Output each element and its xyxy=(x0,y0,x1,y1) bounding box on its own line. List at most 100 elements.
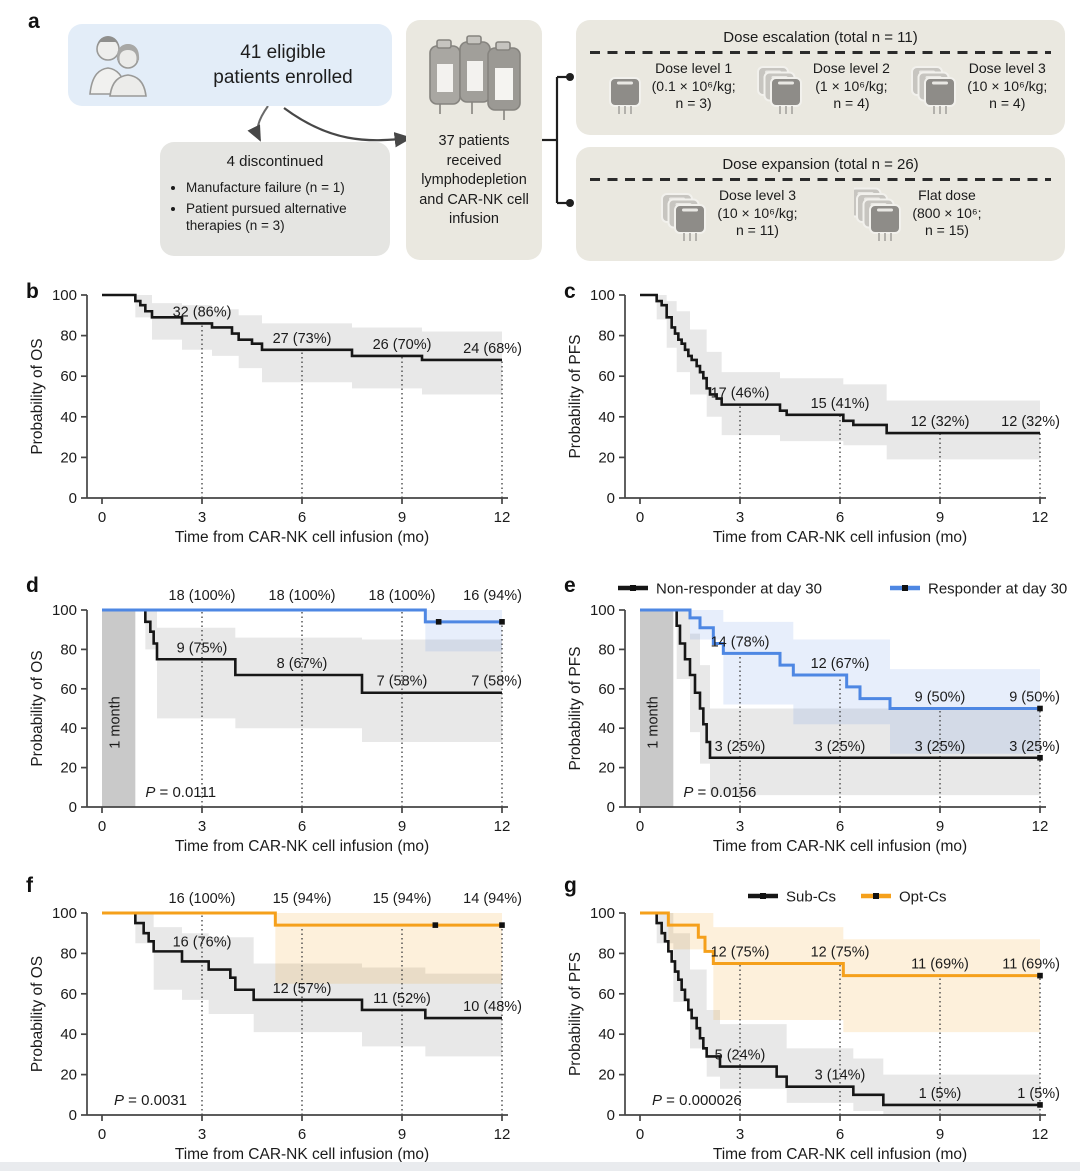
svg-text:9 (50%): 9 (50%) xyxy=(915,690,966,706)
svg-text:15 (94%): 15 (94%) xyxy=(373,891,432,907)
svg-text:18 (100%): 18 (100%) xyxy=(169,588,236,604)
svg-text:12 (32%): 12 (32%) xyxy=(911,414,970,430)
svg-text:100: 100 xyxy=(52,602,77,619)
svg-text:11 (69%): 11 (69%) xyxy=(911,957,969,973)
svg-text:80: 80 xyxy=(60,641,77,658)
svg-text:26 (70%): 26 (70%) xyxy=(373,337,432,353)
svg-text:0: 0 xyxy=(69,490,77,507)
infusion-bag-icon xyxy=(756,65,802,114)
dose-item-text: Dose level 1 (0.1 × 10⁶/kg; n = 3) xyxy=(651,60,736,112)
arrow-to-infusion xyxy=(283,107,413,148)
svg-text:60: 60 xyxy=(60,681,77,698)
svg-text:80: 80 xyxy=(60,945,77,962)
svg-text:Probability of PFS: Probability of PFS xyxy=(567,334,584,458)
panel-f: f 0 20 40 60 80 100 0 3 6 9 12 Time from CAR-NK cell… xyxy=(18,872,542,1171)
dose-escalation-title: Dose escalation (total n = 11) xyxy=(723,29,918,46)
svg-text:Probability of OS: Probability of OS xyxy=(29,338,46,454)
svg-text:Time from CAR-NK cell infusion: Time from CAR-NK cell infusion (mo) xyxy=(713,529,967,546)
svg-text:Probability of PFS: Probability of PFS xyxy=(567,646,584,770)
svg-text:40: 40 xyxy=(60,409,77,426)
svg-text:9: 9 xyxy=(936,1126,944,1143)
enrolled-box: 41 eligible patients enrolled xyxy=(68,24,392,106)
svg-text:40: 40 xyxy=(598,1026,615,1043)
panel-g: g 0 20 40 60 80 100 0 3 6 9 12 Time from CAR-NK cell… xyxy=(556,872,1080,1171)
svg-text:1 month: 1 month xyxy=(646,696,662,748)
svg-text:0: 0 xyxy=(98,1126,106,1143)
panel-d: d 1 month 0 20 40 60 80 100 0 3 6 9 12 Time from CAR-… xyxy=(18,572,542,865)
svg-text:9: 9 xyxy=(398,1126,406,1143)
dose-expansion-title: Dose expansion (total n = 26) xyxy=(722,156,919,173)
svg-text:3 (25%): 3 (25%) xyxy=(915,739,966,755)
infusion-bag-icon xyxy=(661,192,707,241)
svg-text:14 (94%): 14 (94%) xyxy=(463,891,522,907)
svg-text:Probability of OS: Probability of OS xyxy=(29,956,46,1072)
panel-g-label: g xyxy=(564,874,577,897)
svg-text:40: 40 xyxy=(60,720,77,737)
discontinued-box: 4 discontinued Manufacture failure (n = … xyxy=(160,142,390,256)
svg-text:3: 3 xyxy=(198,509,206,526)
svg-text:60: 60 xyxy=(598,368,615,385)
dose-item-text: Flat dose (800 × 10⁶; n = 15) xyxy=(912,187,982,239)
svg-text:20: 20 xyxy=(60,1067,77,1084)
svg-text:27 (73%): 27 (73%) xyxy=(273,331,332,347)
dashed-divider xyxy=(590,178,1051,181)
svg-text:3 (14%): 3 (14%) xyxy=(815,1068,866,1084)
svg-text:20: 20 xyxy=(598,1067,615,1084)
dose-item: Dose level 1 (0.1 × 10⁶/kg; n = 3) xyxy=(594,60,736,114)
iv-bags-icon xyxy=(429,35,521,120)
panel-e-label: e xyxy=(564,574,576,597)
svg-text:9 (75%): 9 (75%) xyxy=(177,640,228,656)
svg-text:12 (32%): 12 (32%) xyxy=(1001,414,1060,430)
svg-text:0: 0 xyxy=(607,799,615,816)
patients-icon xyxy=(89,36,147,97)
svg-text:0: 0 xyxy=(69,1107,77,1124)
svg-text:7 (58%): 7 (58%) xyxy=(377,674,428,690)
svg-text:6: 6 xyxy=(298,509,306,526)
svg-text:5 (24%): 5 (24%) xyxy=(715,1048,766,1064)
svg-text:Time from CAR-NK cell infusion: Time from CAR-NK cell infusion (mo) xyxy=(175,838,429,855)
svg-text:9: 9 xyxy=(398,509,406,526)
svg-text:0: 0 xyxy=(636,818,644,835)
svg-text:3: 3 xyxy=(198,818,206,835)
svg-text:9: 9 xyxy=(398,818,406,835)
panel-c: c 0 20 40 60 80 100 0 3 6 9 12 Time from CAR-NK cell… xyxy=(556,278,1080,557)
svg-text:40: 40 xyxy=(598,720,615,737)
svg-text:80: 80 xyxy=(598,641,615,658)
km-chart-b: 0 20 40 60 80 100 0 3 6 9 12 Time from CAR-NK cell … xyxy=(29,287,522,546)
svg-text:3 (25%): 3 (25%) xyxy=(815,739,866,755)
svg-text:18 (100%): 18 (100%) xyxy=(369,588,436,604)
svg-text:3: 3 xyxy=(736,1126,744,1143)
svg-text:11 (69%): 11 (69%) xyxy=(1002,957,1060,973)
svg-text:20: 20 xyxy=(598,760,615,777)
panel-a-label: a xyxy=(28,10,40,33)
svg-text:6: 6 xyxy=(836,1126,844,1143)
svg-text:12 (67%): 12 (67%) xyxy=(811,656,870,672)
svg-text:3: 3 xyxy=(736,509,744,526)
svg-text:1 month: 1 month xyxy=(108,696,124,748)
svg-text:12 (75%): 12 (75%) xyxy=(811,945,870,961)
svg-text:0: 0 xyxy=(607,490,615,507)
svg-text:100: 100 xyxy=(52,287,77,304)
svg-text:Time from CAR-NK cell infusion: Time from CAR-NK cell infusion (mo) xyxy=(713,838,967,855)
svg-text:80: 80 xyxy=(598,945,615,962)
svg-text:15 (41%): 15 (41%) xyxy=(811,396,870,412)
svg-text:60: 60 xyxy=(598,681,615,698)
svg-text:Probability of PFS: Probability of PFS xyxy=(567,952,584,1076)
svg-text:Opt-Cs: Opt-Cs xyxy=(899,889,947,906)
svg-text:9: 9 xyxy=(936,818,944,835)
dose-expansion-items: Dose level 3 (10 × 10⁶/kg; n = 11) Flat dos… xyxy=(576,181,1065,241)
svg-text:60: 60 xyxy=(60,986,77,1003)
infusion-text: 37 patients received lymphodepletion and… xyxy=(419,133,529,228)
dose-item: Dose level 2 (1 × 10⁶/kg; n = 4) xyxy=(755,60,890,114)
svg-text:0: 0 xyxy=(98,509,106,526)
svg-text:Time from CAR-NK cell infusion: Time from CAR-NK cell infusion (mo) xyxy=(175,1146,429,1163)
svg-text:6: 6 xyxy=(298,818,306,835)
arrow-to-discontinued xyxy=(247,105,269,142)
panel-f-label: f xyxy=(26,874,33,897)
svg-text:100: 100 xyxy=(590,602,615,619)
svg-text:10 (48%): 10 (48%) xyxy=(463,999,522,1015)
svg-text:11 (52%): 11 (52%) xyxy=(373,991,431,1007)
svg-text:1 (5%): 1 (5%) xyxy=(919,1086,962,1102)
svg-text:14 (78%): 14 (78%) xyxy=(711,634,770,650)
svg-text:Time from CAR-NK cell infusion: Time from CAR-NK cell infusion (mo) xyxy=(175,529,429,546)
